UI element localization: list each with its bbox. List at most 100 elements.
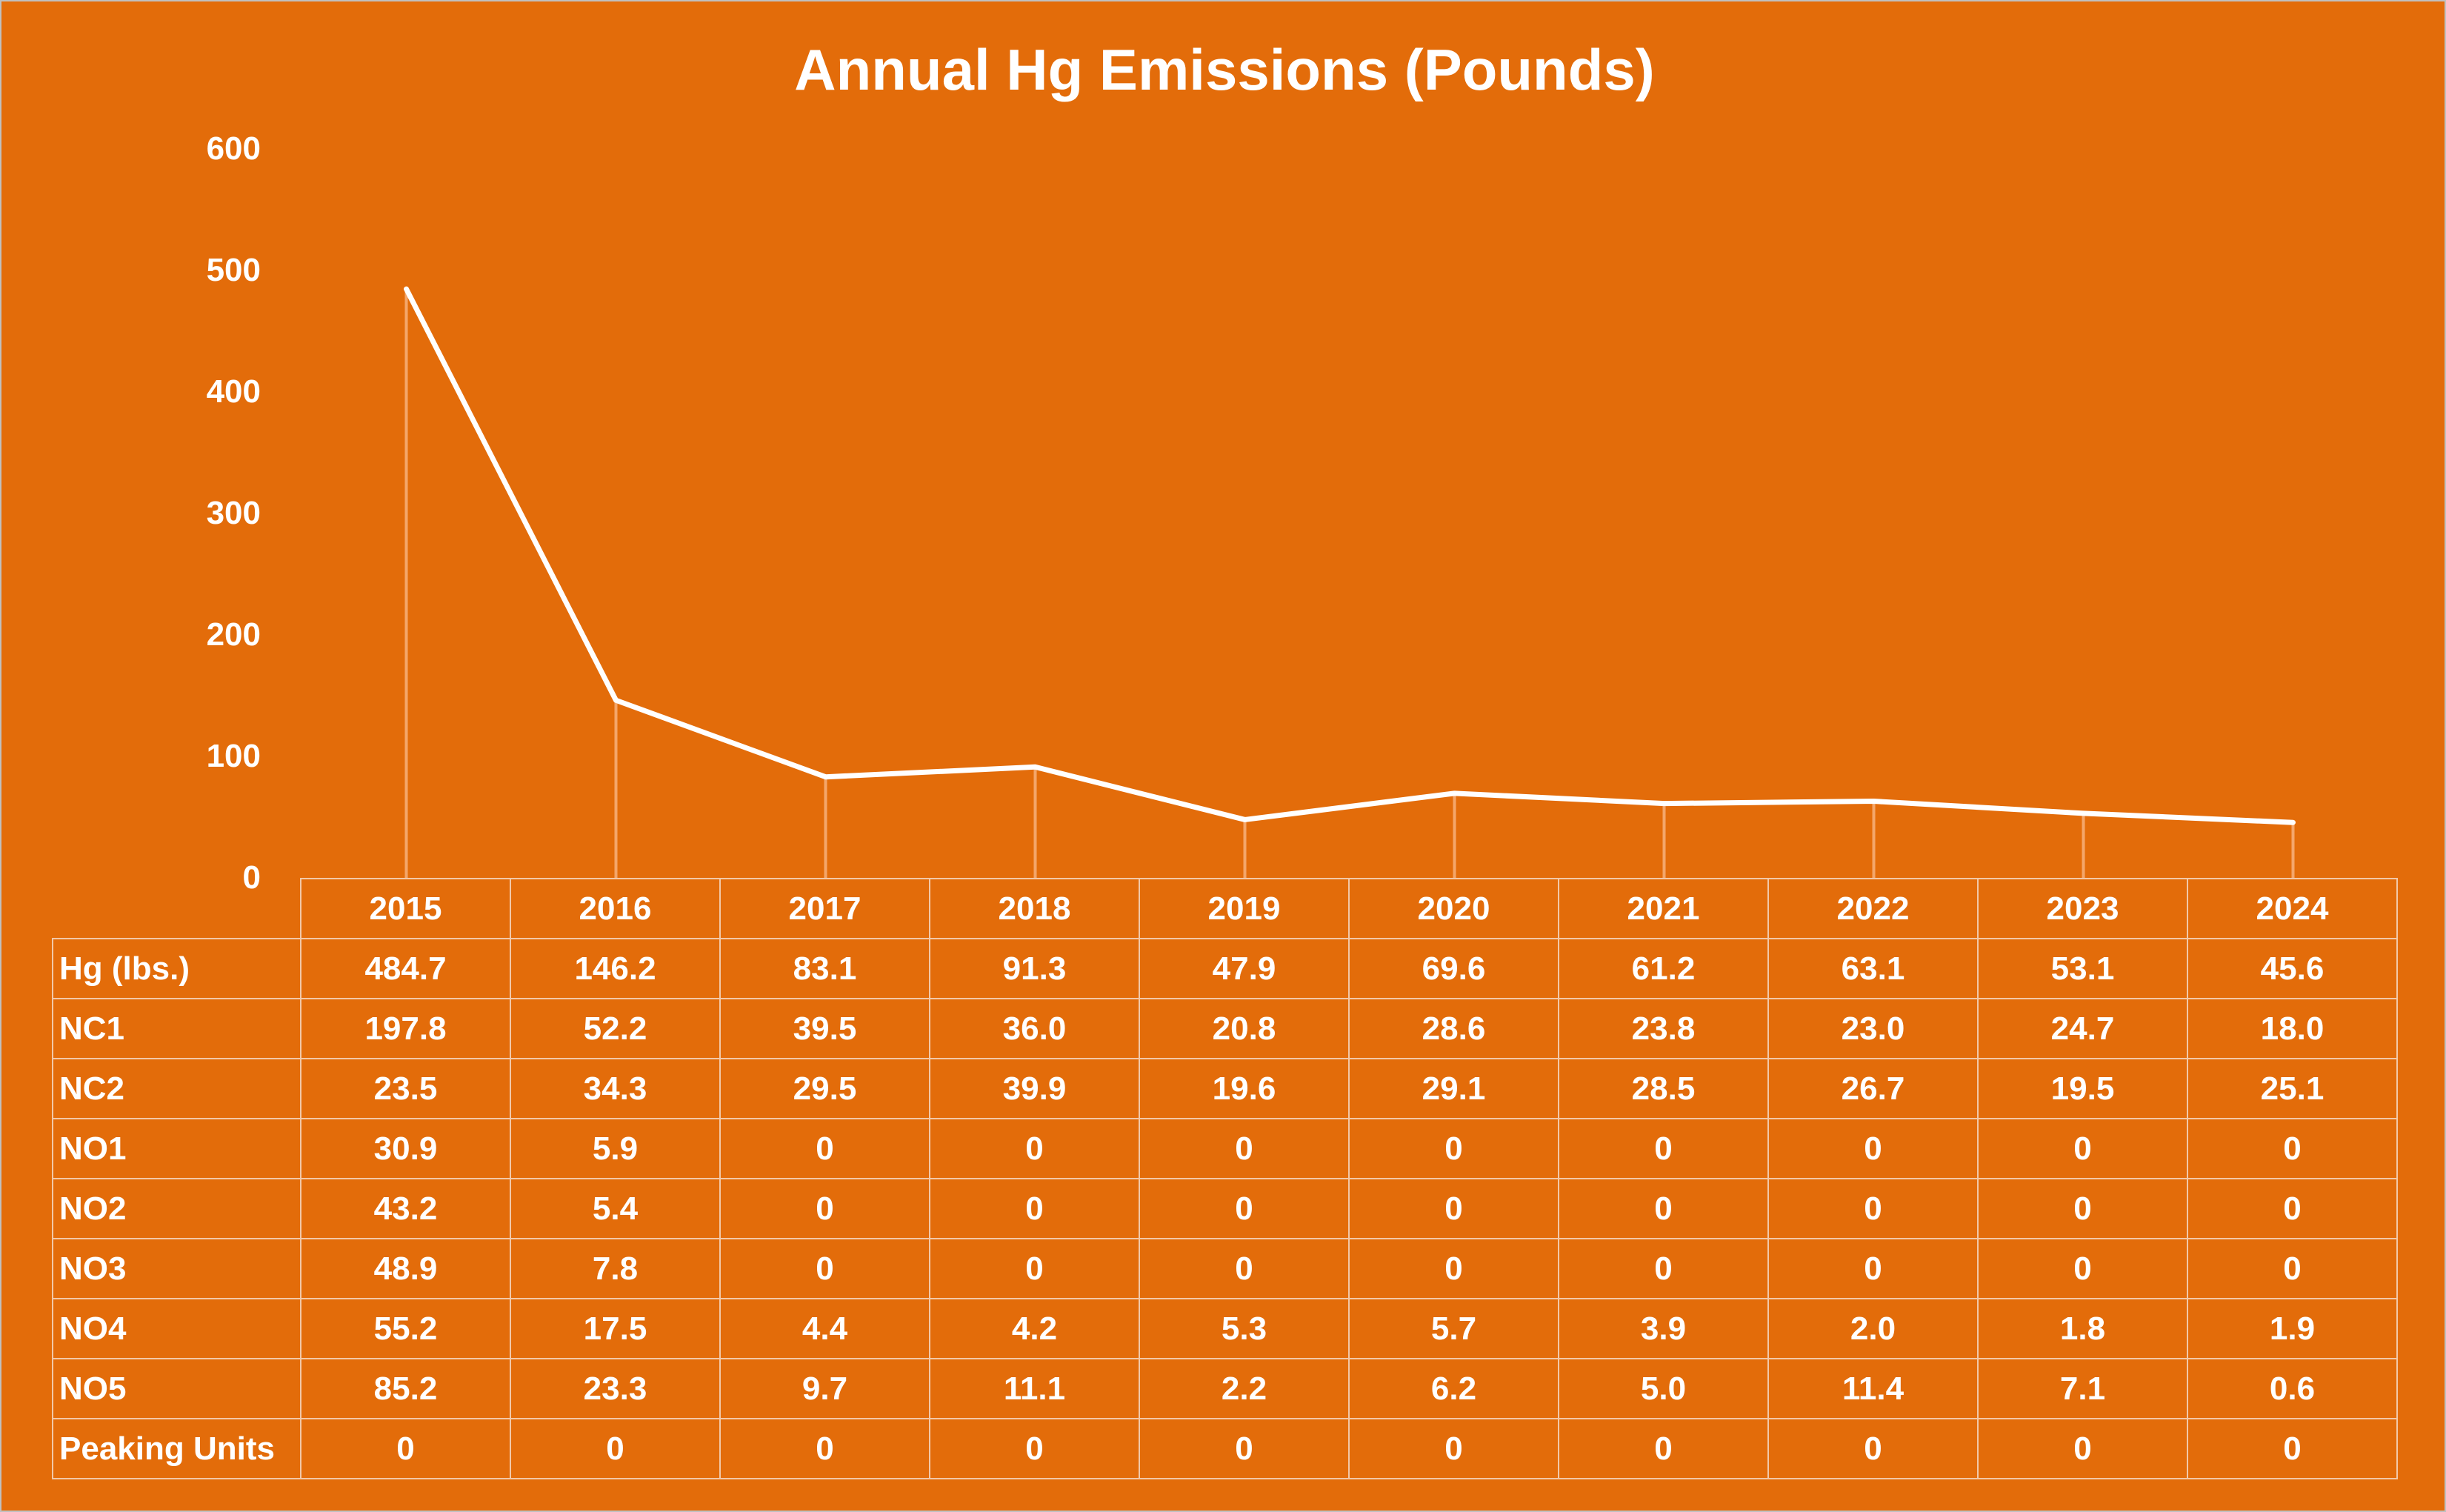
data-label: 5.0 — [1558, 1358, 1769, 1419]
x-tick-label: 2021 — [1558, 878, 1769, 939]
x-tick-label: 2017 — [719, 878, 930, 939]
x-tick-label: 2022 — [1767, 878, 1979, 939]
data-label: 0 — [1348, 1238, 1559, 1299]
y-tick-label: 400 — [206, 373, 261, 410]
data-label: 19.5 — [1977, 1058, 2188, 1119]
data-label: 23.0 — [1767, 998, 1979, 1059]
x-tick-label: 2016 — [510, 878, 721, 939]
data-label: 4.2 — [929, 1298, 1140, 1359]
data-label: 0 — [719, 1418, 930, 1479]
data-label: 0 — [1139, 1178, 1350, 1239]
table-row: NO3 48.9 7.8 0 0 0 0 0 0 0 0 — [52, 1238, 2398, 1299]
x-tick-label: 2020 — [1348, 878, 1559, 939]
data-label: 5.4 — [510, 1178, 721, 1239]
series-label: NO3 — [52, 1238, 301, 1299]
chart-title: Annual Hg Emissions (Pounds) — [794, 37, 1655, 102]
data-label: 24.7 — [1977, 998, 2188, 1059]
data-label: 0 — [1139, 1238, 1350, 1299]
table-row: NO2 43.2 5.4 0 0 0 0 0 0 0 0 — [52, 1178, 2398, 1239]
data-label: 20.8 — [1139, 998, 1350, 1059]
data-label: 0 — [1977, 1238, 2188, 1299]
data-label: 9.7 — [719, 1358, 930, 1419]
table-header-row: 2015 2016 2017 2018 2019 2020 2021 2022 2023 2024 — [53, 878, 2398, 939]
data-label: 0 — [719, 1178, 930, 1239]
y-tick-label: 100 — [206, 738, 261, 774]
data-label: 19.6 — [1139, 1058, 1350, 1119]
data-label: 0 — [1977, 1418, 2188, 1479]
data-label: 0 — [2187, 1418, 2398, 1479]
data-label: 23.8 — [1558, 998, 1769, 1059]
data-label: 5.3 — [1139, 1298, 1350, 1359]
data-label: 7.1 — [1977, 1358, 2188, 1419]
data-label: 0 — [1348, 1118, 1559, 1179]
data-label: 5.9 — [510, 1118, 721, 1179]
y-tick-label: 200 — [206, 616, 261, 653]
data-label: 23.5 — [300, 1058, 511, 1119]
table-row: NO5 85.2 23.3 9.7 11.1 2.2 6.2 5.0 11.4 7.1 0.6 — [52, 1358, 2398, 1419]
series-label: NC2 — [52, 1058, 301, 1119]
series-label: NO4 — [52, 1298, 301, 1359]
data-label: 48.9 — [300, 1238, 511, 1299]
data-label: 1.8 — [1977, 1298, 2188, 1359]
y-tick-label: 500 — [206, 252, 261, 288]
data-label: 0 — [1767, 1418, 1979, 1479]
data-label: 11.1 — [929, 1358, 1140, 1419]
data-label: 0 — [1767, 1238, 1979, 1299]
data-table: 2015 2016 2017 2018 2019 2020 2021 2022 2023 2024… — [52, 878, 2398, 1479]
data-label: 18.0 — [2187, 998, 2398, 1059]
data-label: 0 — [300, 1418, 511, 1479]
data-label: 0 — [929, 1238, 1140, 1299]
x-tick-label: 2023 — [1977, 878, 2188, 939]
x-tick-label: 2015 — [300, 878, 511, 939]
data-label: 36.0 — [929, 998, 1140, 1059]
data-label: 83.1 — [719, 938, 930, 999]
series-label: NO2 — [52, 1178, 301, 1239]
data-label: 53.1 — [1977, 938, 2188, 999]
data-label: 0 — [2187, 1238, 2398, 1299]
series-label: Peaking Units — [52, 1418, 301, 1479]
data-label: 0 — [929, 1178, 1140, 1239]
data-label: 0 — [1139, 1118, 1350, 1179]
data-label: 5.7 — [1348, 1298, 1559, 1359]
table-row: Peaking Units 0 0 0 0 0 0 0 0 0 0 — [52, 1418, 2398, 1479]
x-tick-label: 2024 — [2187, 878, 2398, 939]
data-label: 0.6 — [2187, 1358, 2398, 1419]
data-label: 2.0 — [1767, 1298, 1979, 1359]
data-label: 0 — [1558, 1418, 1769, 1479]
data-label: 17.5 — [510, 1298, 721, 1359]
data-label: 47.9 — [1139, 938, 1350, 999]
data-label: 0 — [929, 1118, 1140, 1179]
data-label: 0 — [1977, 1118, 2188, 1179]
y-tick-label: 300 — [206, 495, 261, 531]
data-label: 3.9 — [1558, 1298, 1769, 1359]
data-label: 39.9 — [929, 1058, 1140, 1119]
data-label: 0 — [1767, 1178, 1979, 1239]
table-corner — [53, 879, 301, 939]
data-label: 0 — [929, 1418, 1140, 1479]
data-label: 0 — [1558, 1178, 1769, 1239]
data-label: 30.9 — [300, 1118, 511, 1179]
plot-area — [404, 286, 2296, 878]
y-tick-label: 600 — [206, 130, 261, 167]
data-label: 34.3 — [510, 1058, 721, 1119]
data-label: 0 — [1139, 1418, 1350, 1479]
data-label: 63.1 — [1767, 938, 1979, 999]
data-label: 0 — [2187, 1118, 2398, 1179]
data-label: 0 — [510, 1418, 721, 1479]
data-label: 146.2 — [510, 938, 721, 999]
data-label: 43.2 — [300, 1178, 511, 1239]
series-label: NO1 — [52, 1118, 301, 1179]
data-label: 0 — [1977, 1178, 2188, 1239]
table-row: NC2 23.5 34.3 29.5 39.9 19.6 29.1 28.5 26.7 19.5 2… — [52, 1058, 2398, 1119]
series-label: Hg (lbs.) — [52, 938, 301, 999]
series-line-hg — [404, 286, 2296, 825]
data-label: 4.4 — [719, 1298, 930, 1359]
data-label: 25.1 — [2187, 1058, 2398, 1119]
data-label: 26.7 — [1767, 1058, 1979, 1119]
data-label: 29.5 — [719, 1058, 930, 1119]
data-label: 39.5 — [719, 998, 930, 1059]
series-label: NO5 — [52, 1358, 301, 1419]
data-label: 0 — [719, 1238, 930, 1299]
table-row: NO4 55.2 17.5 4.4 4.2 5.3 5.7 3.9 2.0 1.8 1.9 — [52, 1298, 2398, 1359]
